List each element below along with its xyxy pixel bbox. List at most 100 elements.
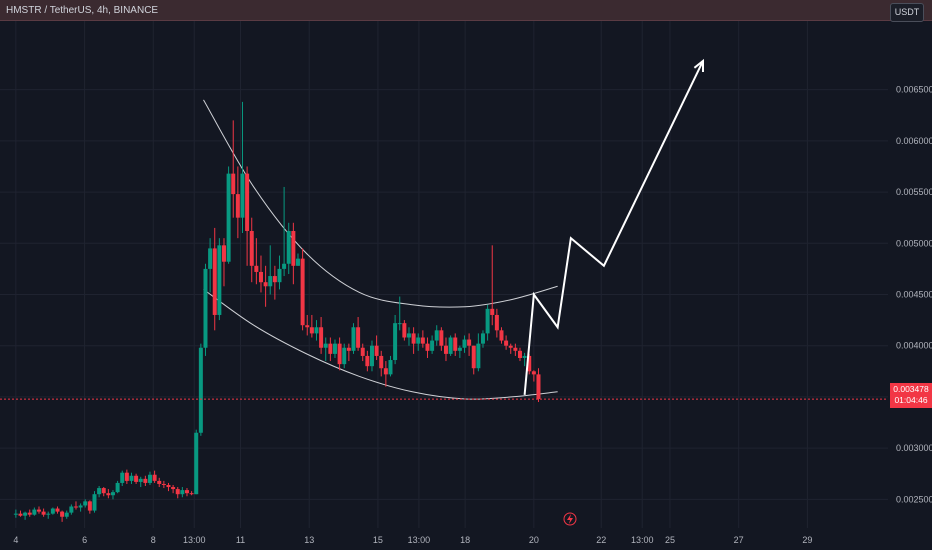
- candle-body: [360, 347, 365, 356]
- candle-body: [443, 345, 448, 354]
- flash-icon-circle: [563, 512, 577, 526]
- candle: [351, 323, 356, 354]
- candle: [314, 320, 319, 341]
- candle: [393, 314, 398, 365]
- candle: [161, 480, 166, 489]
- candle: [476, 333, 481, 372]
- candle-body: [379, 355, 384, 369]
- candle: [124, 469, 129, 484]
- candle: [23, 511, 28, 520]
- candle-body: [92, 494, 97, 511]
- candle: [212, 227, 217, 331]
- candle-body: [406, 333, 411, 338]
- candle-body: [337, 343, 342, 365]
- candle: [522, 352, 527, 367]
- candle: [41, 508, 46, 517]
- candle-body: [305, 325, 310, 328]
- candle-body: [101, 488, 106, 494]
- price-tick-label: 0.005500: [896, 187, 932, 197]
- candle: [134, 473, 139, 484]
- candle-body: [536, 374, 541, 399]
- last-price-label: 0.003478 01:04:46: [890, 383, 932, 408]
- time-tick-label: 8: [151, 535, 156, 545]
- candle-body: [208, 248, 213, 269]
- candle-body: [485, 308, 490, 334]
- candle: [268, 245, 273, 295]
- price-tick-label: 0.003000: [896, 443, 932, 453]
- candle-body: [411, 333, 416, 344]
- candle-body: [189, 493, 194, 495]
- candle-body: [448, 337, 453, 354]
- time-tick-label: 6: [82, 535, 87, 545]
- candle: [305, 314, 310, 336]
- candle: [513, 343, 518, 356]
- candle: [231, 120, 236, 218]
- time-tick-label: 20: [529, 535, 539, 545]
- candle: [258, 255, 263, 293]
- candle-body: [60, 511, 65, 517]
- candle-body: [97, 488, 102, 495]
- candle: [527, 353, 532, 375]
- candle-body: [194, 432, 199, 495]
- candle: [397, 296, 402, 331]
- candle: [50, 507, 55, 515]
- candle-body: [221, 245, 226, 262]
- candle-body: [46, 513, 51, 515]
- flash-icon[interactable]: [563, 512, 577, 526]
- candle: [319, 317, 324, 354]
- candle: [425, 337, 430, 358]
- candle: [517, 347, 522, 362]
- time-tick-label: 4: [13, 535, 18, 545]
- candle-body: [175, 489, 180, 495]
- price-tick-label: 0.004500: [896, 289, 932, 299]
- candle-body: [490, 308, 495, 315]
- candle: [406, 327, 411, 346]
- candle: [439, 327, 444, 351]
- time-tick-label: 11: [236, 535, 245, 545]
- candle: [194, 429, 199, 495]
- candle: [277, 255, 282, 290]
- candle-body: [254, 265, 259, 272]
- candle-body: [110, 492, 115, 496]
- candle: [64, 510, 69, 519]
- candle: [360, 343, 365, 362]
- candle-body: [522, 355, 527, 358]
- candle-body: [41, 511, 46, 515]
- candle-body: [430, 340, 435, 351]
- candle: [300, 248, 305, 331]
- candle: [374, 335, 379, 361]
- candle: [365, 350, 370, 372]
- candle: [328, 337, 333, 362]
- candle: [254, 238, 259, 285]
- candle-body: [272, 276, 277, 283]
- candle: [272, 265, 277, 300]
- candle-body: [36, 509, 41, 512]
- price-tick-label: 0.005000: [896, 238, 932, 248]
- symbol-title[interactable]: HMSTR / TetherUS, 4h, BINANCE: [6, 5, 159, 16]
- candle: [323, 337, 328, 362]
- candle: [101, 487, 106, 497]
- candle-body: [467, 339, 472, 346]
- candle-body: [217, 245, 222, 315]
- candle: [411, 327, 416, 354]
- candle-body: [383, 368, 388, 375]
- candle-body: [245, 173, 250, 231]
- candle-body: [369, 345, 374, 367]
- candle: [189, 491, 194, 496]
- candle-body: [425, 343, 430, 351]
- time-axis[interactable]: 4 6 8 13:00 11 13 15 13:00 18 20 22 13:00 25 27 29: [13, 535, 812, 545]
- price-tick-label: 0.006500: [896, 85, 932, 95]
- candle-body: [397, 323, 402, 325]
- candle-body: [504, 340, 509, 346]
- candle: [430, 335, 435, 354]
- candle: [416, 333, 421, 351]
- candle-body: [494, 314, 499, 331]
- candle: [18, 510, 23, 517]
- currency-button[interactable]: USDT: [890, 3, 924, 22]
- candle-body: [231, 173, 236, 195]
- candle-body: [152, 474, 157, 481]
- candle-body: [87, 501, 92, 511]
- candle-body: [365, 355, 370, 367]
- candle: [129, 472, 134, 484]
